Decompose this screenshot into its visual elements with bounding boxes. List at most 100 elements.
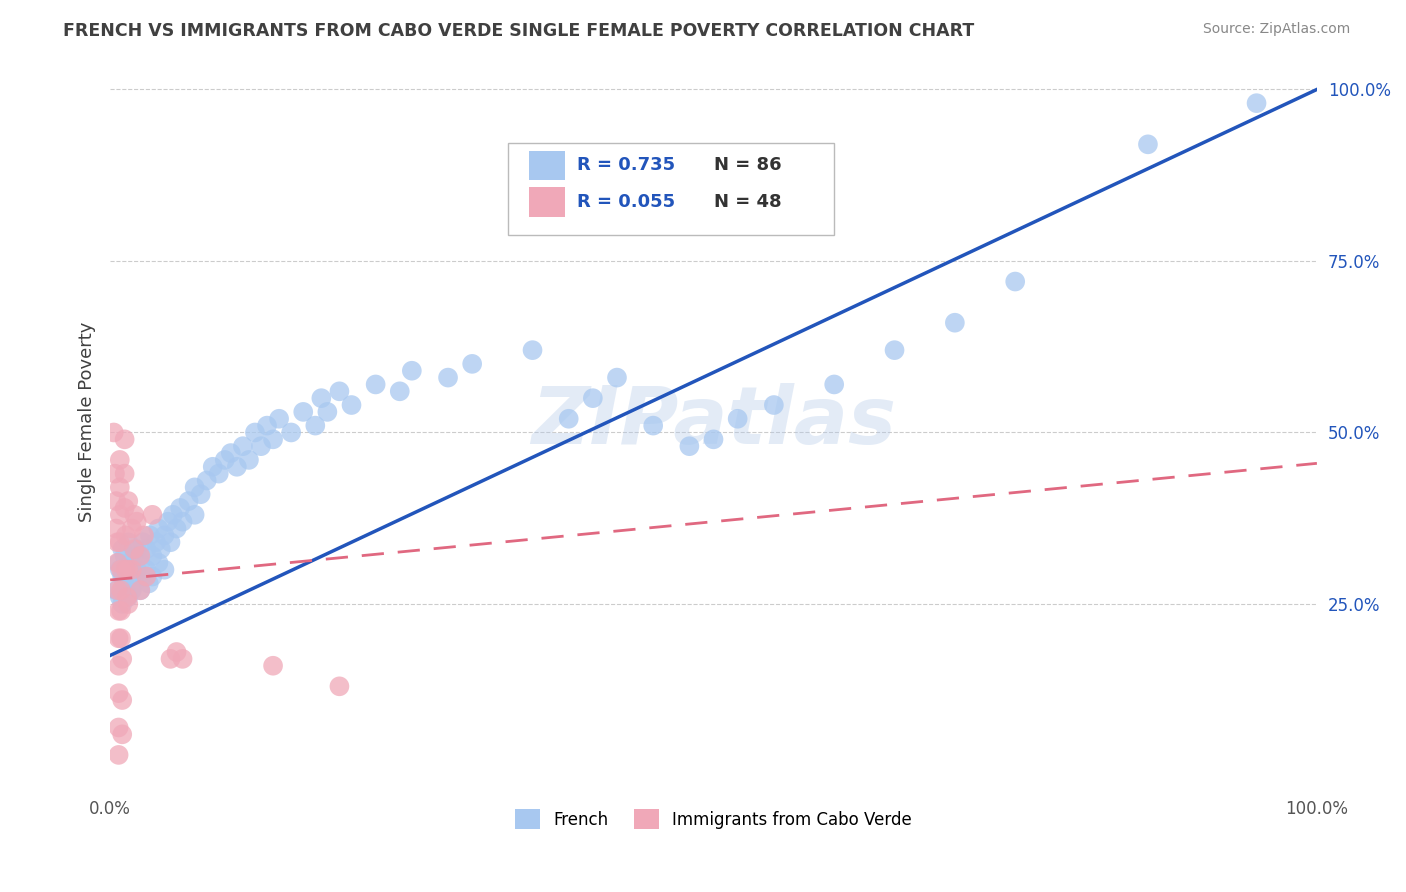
Point [132, 569, 155, 583]
Point [135, 563, 157, 577]
Point [135, 542, 157, 557]
Point [110, 632, 132, 646]
Point [108, 508, 131, 522]
Point [232, 439, 254, 453]
Point [148, 556, 170, 570]
Point [110, 583, 132, 598]
Point [238, 453, 260, 467]
Point [129, 549, 152, 563]
Point [243, 425, 266, 440]
Point [823, 377, 845, 392]
Text: R = 0.735: R = 0.735 [578, 156, 675, 174]
Point [107, 604, 129, 618]
Point [117, 563, 139, 577]
Point [111, 597, 134, 611]
Point [111, 542, 134, 557]
Text: ZIPatlas: ZIPatlas [531, 384, 896, 461]
Point [124, 576, 146, 591]
Point [104, 467, 127, 481]
Point [195, 474, 218, 488]
Text: Source: ZipAtlas.com: Source: ZipAtlas.com [1202, 22, 1350, 37]
Point [1246, 96, 1268, 111]
Point [110, 604, 132, 618]
Point [159, 652, 181, 666]
Point [557, 411, 579, 425]
Y-axis label: Single Female Poverty: Single Female Poverty [79, 322, 96, 523]
Point [214, 453, 236, 467]
Point [1136, 137, 1159, 152]
Point [643, 418, 665, 433]
Point [117, 597, 139, 611]
Point [108, 590, 131, 604]
Point [461, 357, 484, 371]
Point [162, 508, 184, 522]
Point [124, 542, 146, 557]
Point [132, 535, 155, 549]
Point [114, 549, 136, 563]
Point [107, 721, 129, 735]
Point [117, 563, 139, 577]
Point [219, 446, 242, 460]
Point [115, 528, 138, 542]
Point [437, 370, 460, 384]
Point [727, 411, 749, 425]
Point [208, 467, 231, 481]
Point [124, 508, 146, 522]
Point [159, 535, 181, 549]
Text: N = 48: N = 48 [713, 193, 782, 211]
Point [328, 384, 350, 399]
Point [190, 487, 212, 501]
Point [269, 411, 291, 425]
Point [201, 459, 224, 474]
Point [145, 535, 167, 549]
Point [340, 398, 363, 412]
Point [172, 515, 194, 529]
Point [117, 535, 139, 549]
Point [103, 425, 125, 440]
Point [111, 569, 134, 583]
Point [166, 522, 188, 536]
Point [582, 391, 605, 405]
Point [183, 480, 205, 494]
Point [1004, 275, 1026, 289]
Point [762, 398, 785, 412]
Point [883, 343, 905, 358]
Point [121, 583, 143, 598]
Legend: French, Immigrants from Cabo Verde: French, Immigrants from Cabo Verde [509, 802, 918, 836]
Point [132, 528, 155, 542]
Point [522, 343, 544, 358]
Point [328, 679, 350, 693]
Point [141, 549, 163, 563]
FancyBboxPatch shape [509, 144, 834, 235]
Point [107, 632, 129, 646]
Point [107, 658, 129, 673]
Point [108, 480, 131, 494]
Point [177, 494, 200, 508]
Point [943, 316, 966, 330]
Point [105, 494, 128, 508]
Point [678, 439, 700, 453]
Point [125, 563, 148, 577]
Point [124, 549, 146, 563]
Point [121, 569, 143, 583]
Point [114, 500, 136, 515]
Point [316, 405, 339, 419]
Point [606, 370, 628, 384]
Point [111, 727, 134, 741]
Point [153, 528, 176, 542]
FancyBboxPatch shape [529, 187, 565, 217]
Point [149, 542, 172, 557]
Point [166, 645, 188, 659]
Point [108, 535, 131, 549]
Point [105, 535, 128, 549]
Point [157, 515, 180, 529]
Point [107, 686, 129, 700]
Point [311, 391, 333, 405]
Point [129, 556, 152, 570]
Text: R = 0.055: R = 0.055 [578, 193, 675, 211]
Text: FRENCH VS IMMIGRANTS FROM CABO VERDE SINGLE FEMALE POVERTY CORRELATION CHART: FRENCH VS IMMIGRANTS FROM CABO VERDE SIN… [63, 22, 974, 40]
FancyBboxPatch shape [529, 151, 565, 180]
Point [115, 590, 138, 604]
Point [304, 418, 326, 433]
Point [138, 576, 160, 591]
